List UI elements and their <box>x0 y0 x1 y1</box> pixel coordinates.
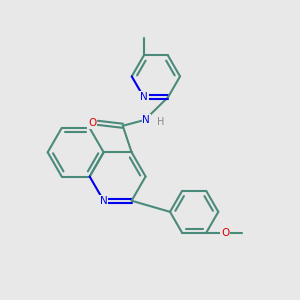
Text: O: O <box>221 228 230 238</box>
Text: N: N <box>140 92 148 102</box>
Text: O: O <box>88 118 97 128</box>
Text: N: N <box>142 115 150 125</box>
Text: H: H <box>158 117 165 127</box>
Text: N: N <box>100 196 107 206</box>
